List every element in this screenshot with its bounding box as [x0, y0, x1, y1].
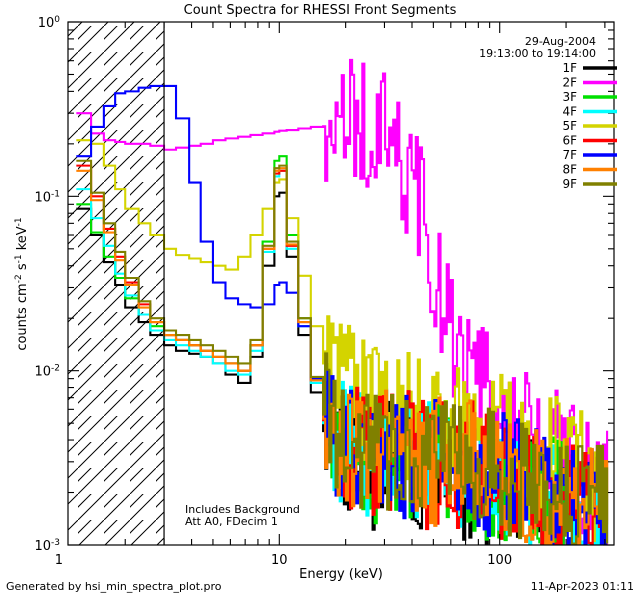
footer-timestamp: 11-Apr-2023 01:11	[531, 580, 634, 593]
series-line-9F	[76, 159, 609, 545]
y-label-exp1: -2	[14, 274, 24, 283]
legend-label-2F: 2F	[562, 76, 577, 90]
y-tick-label: 100	[38, 15, 61, 31]
y-tick-mantissa: 10	[34, 365, 51, 380]
y-tick-exponent: 0	[54, 15, 60, 25]
y-tick-label: 10-1	[34, 189, 60, 205]
footer-generator-text: Generated by hsi_min_spectra_plot.pro	[6, 580, 222, 593]
legend-label-6F: 6F	[562, 134, 577, 148]
chart-annotations: Includes Background Att A0, FDecim 1	[185, 503, 300, 528]
legend-label-3F: 3F	[562, 90, 577, 104]
annotation-attenuator-state: Att A0, FDecim 1	[185, 515, 278, 528]
x-axis-ticks	[124, 22, 606, 545]
spectra-curves	[76, 58, 609, 545]
y-axis-label: counts cm-2 s-1 keV-1	[14, 217, 30, 350]
series-line-2F	[76, 58, 609, 545]
y-tick-label: 10-3	[34, 538, 60, 554]
legend-label-8F: 8F	[562, 163, 577, 177]
y-tick-mantissa: 10	[34, 190, 51, 205]
header-info-block: 29-Aug-2004 19:13:00 to 19:14:00	[479, 35, 596, 60]
legend-label-1F: 1F	[562, 61, 577, 75]
y-tick-mantissa: 10	[38, 16, 55, 31]
page-title: Count Spectra for RHESSI Front Segments	[184, 3, 457, 18]
x-tick-label: 10	[271, 553, 288, 568]
observation-date: 29-Aug-2004	[525, 35, 596, 48]
y-tick-exponent: -3	[51, 538, 60, 548]
y-label-exp2: -1	[14, 254, 24, 263]
plot-frame	[67, 21, 615, 546]
x-axis-label: Energy (keV)	[299, 567, 383, 582]
y-label-part-c: keV	[15, 226, 30, 254]
x-axis-tick-labels: 1 10 100	[55, 553, 512, 568]
y-tick-exponent: -2	[51, 364, 60, 374]
y-tick-label: 10-2	[34, 364, 60, 380]
annotation-includes-background: Includes Background	[185, 503, 300, 516]
legend-label-5F: 5F	[562, 119, 577, 133]
y-label-part-b: s	[15, 263, 30, 274]
y-axis-ticks	[68, 21, 614, 546]
y-tick-mantissa: 10	[34, 539, 51, 554]
x-tick-label: 100	[487, 553, 512, 568]
y-label-part-a: counts cm	[15, 283, 30, 350]
legend-label-7F: 7F	[562, 148, 577, 162]
legend-label-9F: 9F	[562, 177, 577, 191]
legend-label-4F: 4F	[562, 105, 577, 119]
observation-time-range: 19:13:00 to 19:14:00	[479, 47, 596, 60]
y-tick-exponent: -1	[51, 189, 60, 199]
y-axis-label-text: counts cm-2 s-1 keV-1	[14, 217, 30, 350]
x-tick-label: 1	[55, 553, 63, 568]
y-label-exp3: -1	[14, 217, 24, 226]
